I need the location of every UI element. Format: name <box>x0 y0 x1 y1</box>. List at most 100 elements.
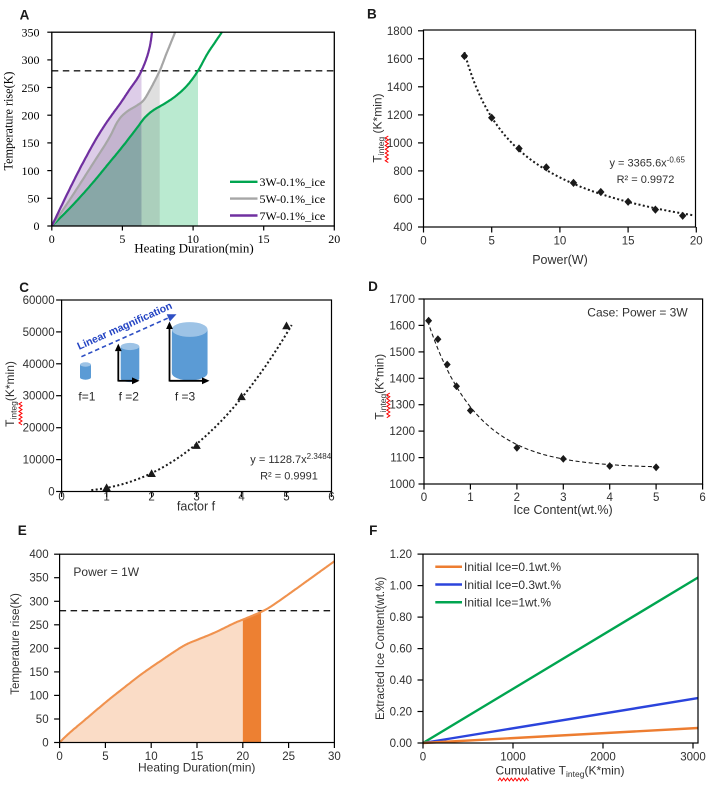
svg-text:5: 5 <box>102 751 108 763</box>
svg-text:4: 4 <box>607 492 614 504</box>
svg-text:f =2: f =2 <box>119 390 140 404</box>
svg-text:0: 0 <box>34 219 40 233</box>
svg-text:10000: 10000 <box>23 455 55 467</box>
svg-text:1.00: 1.00 <box>390 581 412 593</box>
svg-text:10: 10 <box>554 236 567 248</box>
svg-text:4: 4 <box>238 492 245 504</box>
svg-text:0: 0 <box>56 751 62 763</box>
svg-text:Cumulative Tinteg(K*min): Cumulative Tinteg(K*min) <box>496 764 625 780</box>
svg-text:0: 0 <box>420 752 426 764</box>
svg-text:20000: 20000 <box>23 423 55 435</box>
svg-text:Tinteg (K*min): Tinteg (K*min) <box>370 93 386 162</box>
svg-text:0: 0 <box>48 487 54 499</box>
svg-text:y = 3365.6x-0.65: y = 3365.6x-0.65 <box>610 156 686 170</box>
svg-text:20: 20 <box>236 751 249 763</box>
svg-text:6: 6 <box>699 492 705 504</box>
svg-text:1200: 1200 <box>389 426 415 438</box>
svg-text:250: 250 <box>29 620 48 632</box>
svg-text:3000: 3000 <box>680 752 706 764</box>
svg-text:3: 3 <box>560 492 566 504</box>
svg-text:100: 100 <box>22 164 40 178</box>
svg-text:15: 15 <box>191 751 204 763</box>
svg-text:D: D <box>368 279 378 294</box>
svg-text:3W-0.1%_ice: 3W-0.1%_ice <box>260 175 326 189</box>
svg-text:f=1: f=1 <box>78 390 95 404</box>
svg-text:1.20: 1.20 <box>390 549 412 561</box>
svg-text:300: 300 <box>22 53 40 67</box>
svg-text:2: 2 <box>148 492 154 504</box>
svg-text:B: B <box>367 7 377 22</box>
svg-text:Tinteg(K*min): Tinteg(K*min) <box>3 361 19 427</box>
svg-text:1400: 1400 <box>387 82 413 94</box>
svg-text:1200: 1200 <box>387 110 413 122</box>
svg-text:1300: 1300 <box>389 400 415 412</box>
svg-text:Heating Duration(min): Heating Duration(min) <box>138 761 255 775</box>
svg-text:1000: 1000 <box>389 479 415 491</box>
svg-text:50: 50 <box>36 714 49 726</box>
svg-text:0: 0 <box>421 492 427 504</box>
svg-text:R² = 0.9972: R² = 0.9972 <box>617 174 675 186</box>
svg-text:1500: 1500 <box>389 347 415 359</box>
svg-text:Power = 1W: Power = 1W <box>73 565 139 579</box>
svg-text:150: 150 <box>22 136 40 150</box>
svg-text:Temperature rise(K): Temperature rise(K) <box>2 72 16 171</box>
svg-text:1000: 1000 <box>500 752 526 764</box>
svg-text:E: E <box>18 523 27 538</box>
svg-text:20: 20 <box>328 232 340 246</box>
svg-text:Power(W): Power(W) <box>532 253 588 267</box>
svg-text:5: 5 <box>119 232 125 246</box>
svg-text:Ice Content(wt.%): Ice Content(wt.%) <box>513 503 612 517</box>
svg-text:1: 1 <box>103 492 109 504</box>
svg-text:f =3: f =3 <box>175 390 196 404</box>
svg-text:1400: 1400 <box>389 373 415 385</box>
svg-text:factor f: factor f <box>177 500 216 514</box>
svg-text:0: 0 <box>42 738 48 750</box>
svg-text:5W-0.1%_ice: 5W-0.1%_ice <box>260 192 326 206</box>
svg-text:600: 600 <box>393 194 412 206</box>
svg-text:15: 15 <box>622 236 635 248</box>
svg-text:60000: 60000 <box>23 295 55 307</box>
svg-text:R² = 0.9991: R² = 0.9991 <box>260 471 318 483</box>
svg-text:50000: 50000 <box>23 327 55 339</box>
svg-text:30: 30 <box>328 751 341 763</box>
svg-text:10: 10 <box>187 232 199 246</box>
svg-text:0.00: 0.00 <box>390 738 412 750</box>
svg-text:1600: 1600 <box>387 54 413 66</box>
svg-text:0.40: 0.40 <box>390 675 412 687</box>
svg-text:1600: 1600 <box>389 320 415 332</box>
svg-text:5: 5 <box>283 492 289 504</box>
svg-text:Temperature rise(K): Temperature rise(K) <box>10 593 22 695</box>
svg-text:50: 50 <box>28 192 40 206</box>
svg-text:5: 5 <box>488 236 494 248</box>
svg-text:0.80: 0.80 <box>390 612 412 624</box>
svg-text:Heating Duration(min): Heating Duration(min) <box>134 241 254 256</box>
svg-text:7W-0.1%_ice: 7W-0.1%_ice <box>260 209 326 223</box>
svg-text:800: 800 <box>393 166 412 178</box>
svg-text:1: 1 <box>467 492 473 504</box>
svg-text:100: 100 <box>29 690 48 702</box>
svg-text:2: 2 <box>514 492 520 504</box>
svg-text:1700: 1700 <box>389 294 415 306</box>
svg-text:15: 15 <box>258 232 270 246</box>
svg-text:Extracted Ice Content(wt.%): Extracted Ice Content(wt.%) <box>375 577 387 720</box>
svg-text:1000: 1000 <box>387 138 413 150</box>
svg-text:0.20: 0.20 <box>390 707 412 719</box>
svg-text:Tinteg(K*min): Tinteg(K*min) <box>372 354 388 420</box>
svg-text:0: 0 <box>58 492 64 504</box>
svg-text:1100: 1100 <box>390 453 415 465</box>
svg-text:3: 3 <box>193 492 199 504</box>
svg-text:A: A <box>20 8 30 23</box>
svg-text:Initial Ice=0.1wt.%: Initial Ice=0.1wt.% <box>464 560 561 574</box>
svg-text:5: 5 <box>653 492 659 504</box>
svg-text:30000: 30000 <box>23 391 55 403</box>
svg-text:0.60: 0.60 <box>390 644 412 656</box>
svg-text:0: 0 <box>49 232 55 246</box>
svg-text:2000: 2000 <box>590 752 616 764</box>
svg-text:200: 200 <box>29 643 48 655</box>
svg-text:0: 0 <box>420 236 426 248</box>
svg-text:Initial Ice=1wt.%: Initial Ice=1wt.% <box>464 596 551 610</box>
svg-text:y = 1128.7x2.3484: y = 1128.7x2.3484 <box>250 452 331 466</box>
svg-text:6: 6 <box>328 492 334 504</box>
svg-text:C: C <box>19 280 29 295</box>
svg-text:300: 300 <box>29 596 48 608</box>
